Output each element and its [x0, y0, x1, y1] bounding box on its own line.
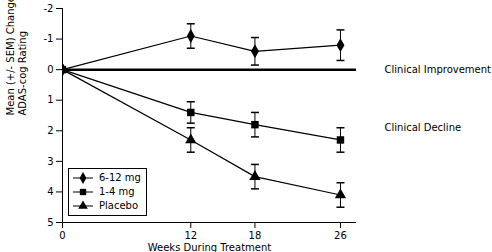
svg-text:-2: -2 [44, 3, 54, 14]
svg-text:0: 0 [59, 230, 65, 241]
svg-text:3: 3 [47, 156, 53, 167]
svg-text:Clinical Improvement: Clinical Improvement [385, 64, 492, 75]
svg-text:Weeks During Treatment: Weeks During Treatment [148, 242, 272, 252]
svg-text:4: 4 [47, 186, 53, 197]
svg-text:Mean (+/- SEM) Change from Bas: Mean (+/- SEM) Change from BaselineADAS-… [5, 0, 28, 116]
svg-text:2: 2 [47, 125, 53, 136]
svg-text:-1: -1 [44, 33, 54, 44]
svg-text:0: 0 [47, 64, 53, 75]
html-text:Placebo: Placebo [99, 200, 139, 211]
svg-text:12: 12 [184, 230, 197, 241]
svg-text:26: 26 [334, 230, 347, 241]
html-text:6-12 mg: 6-12 mg [99, 172, 141, 183]
svg-text:18: 18 [249, 230, 262, 241]
svg-text:1: 1 [47, 94, 53, 105]
svg-text:Clinical Decline: Clinical Decline [385, 122, 462, 133]
svg-text:5: 5 [47, 217, 53, 228]
html-text:1-4 mg: 1-4 mg [99, 186, 135, 197]
